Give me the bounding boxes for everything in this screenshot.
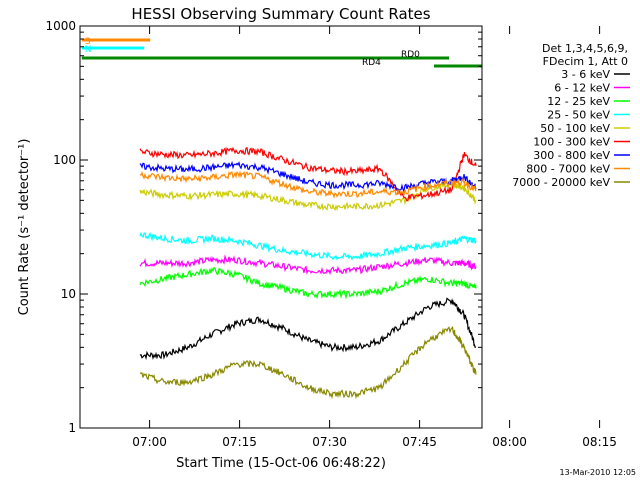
x-tick-label-5: 08:15 (582, 435, 617, 449)
series-line-6 (139, 160, 477, 193)
plot-frame (79, 25, 483, 429)
legend-label-7: 800 - 7000 keV (526, 163, 610, 176)
x-tick-label-1: 07:15 (222, 435, 257, 449)
x-tick-label-2: 07:30 (312, 435, 347, 449)
flag-label-1: N (85, 45, 92, 55)
series-line-3 (139, 231, 477, 261)
legend-label-3: 25 - 50 keV (547, 109, 610, 122)
chart-title: HESSI Observing Summary Count Rates (131, 5, 430, 23)
legend-header-line-1: Det 1,3,4,5,6,9, (542, 42, 628, 55)
series-line-7 (139, 170, 477, 199)
series-line-0 (139, 297, 477, 361)
legend-label-5: 100 - 300 keV (533, 136, 610, 149)
legend-label-6: 300 - 800 keV (533, 149, 610, 162)
y-tick-label-0: 1 (68, 421, 76, 435)
x-tick-label-3: 07:45 (402, 435, 437, 449)
series-line-1 (139, 254, 477, 276)
y-tick-label-2: 100 (53, 153, 76, 167)
y-tick-label-1: 10 (61, 287, 76, 301)
legend-label-1: 6 - 12 keV (554, 82, 610, 95)
plot-area: SN RD0 RD4 (81, 37, 482, 400)
legend: Det 1,3,4,5,6,9, FDecim 1, Att 0 3 - 6 k… (512, 42, 630, 189)
series-line-8 (139, 326, 477, 400)
flag-label-0: S (85, 37, 91, 47)
axis-ticks: 07:00 07:15 07:30 07:45 08:00 08:15 1 10 100 1000 (45, 19, 616, 449)
legend-label-4: 50 - 100 keV (540, 122, 610, 135)
legend-label-0: 3 - 6 keV (561, 68, 610, 81)
x-tick-label-0: 07:00 (132, 435, 167, 449)
legend-header-line-2: FDecim 1, Att 0 (543, 55, 628, 68)
series-line-5 (139, 146, 477, 202)
legend-label-8: 7000 - 20000 keV (512, 176, 610, 189)
y-tick-label-3: 1000 (45, 19, 76, 33)
flag-label-3: RD4 (362, 58, 381, 68)
x-axis-label: Start Time (15-Oct-06 06:48:22) (176, 456, 386, 471)
flag-label-2: RD0 (401, 50, 420, 60)
y-axis-label: Count Rate (s⁻¹ detector⁻¹) (17, 139, 32, 316)
x-tick-label-4: 08:00 (492, 435, 527, 449)
date-stamp: 13-Mar-2010 12:05 (560, 468, 637, 477)
legend-label-2: 12 - 25 keV (547, 95, 610, 108)
series-line-4 (139, 180, 477, 211)
series-line-2 (139, 266, 477, 300)
